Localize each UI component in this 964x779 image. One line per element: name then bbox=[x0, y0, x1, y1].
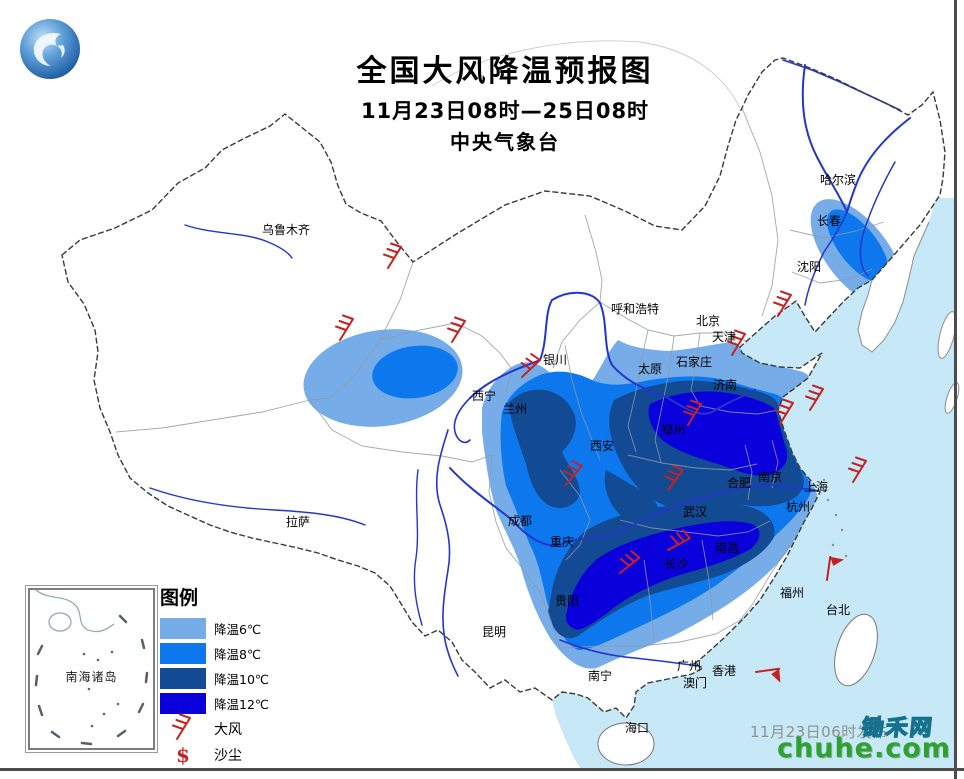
logo-dragon-swirl bbox=[33, 32, 61, 66]
city-label: 郑州 bbox=[660, 423, 686, 437]
map-frame-right bbox=[954, 0, 957, 779]
map-title: 全国大风降温预报图 bbox=[356, 54, 654, 89]
city-label: 武汉 bbox=[682, 505, 708, 519]
hainan-island bbox=[597, 722, 655, 766]
legend-gale-row: 大风 bbox=[160, 713, 269, 745]
legend-item: 降温12℃ bbox=[160, 691, 269, 716]
city-label: 天津 bbox=[711, 330, 737, 344]
cooling-zone-12c bbox=[565, 521, 760, 630]
city-label: 澳门 bbox=[682, 676, 708, 690]
legend-color-swatch bbox=[160, 618, 206, 639]
city-label: 杭州 bbox=[785, 500, 811, 514]
city-label: 福州 bbox=[779, 586, 805, 600]
province-borders bbox=[115, 40, 885, 649]
watermark-site: chuhe.com bbox=[777, 733, 951, 764]
city-label: 乌鲁木齐 bbox=[261, 223, 311, 237]
city-label: 呼和浩特 bbox=[610, 302, 660, 316]
legend-item-label: 降温8℃ bbox=[214, 647, 261, 662]
city-label: 贵阳 bbox=[554, 594, 580, 608]
legend-color-swatch bbox=[160, 668, 206, 689]
city-label: 南宁 bbox=[587, 669, 613, 683]
city-label: 香港 bbox=[711, 664, 737, 678]
cma-logo bbox=[20, 19, 80, 79]
legend-item-label: 降温6℃ bbox=[214, 622, 261, 637]
legend: 图例 降温6℃ 降温8℃ 降温10℃ 降温12℃ 大风 $ 沙尘 bbox=[160, 583, 269, 768]
city-label: 西宁 bbox=[471, 389, 497, 403]
city-label: 济南 bbox=[712, 378, 738, 392]
city-label: 重庆 bbox=[549, 535, 575, 549]
legend-gale-label: 大风 bbox=[214, 722, 242, 738]
south-china-sea-inset: 南海诸岛 bbox=[25, 585, 158, 753]
legend-item-label: 降温10℃ bbox=[214, 672, 269, 687]
city-label: 沈阳 bbox=[796, 260, 822, 274]
neighbor-coasts bbox=[597, 221, 960, 766]
agency-name: 中央气象台 bbox=[450, 130, 560, 154]
city-label: 太原 bbox=[637, 362, 663, 376]
legend-color-swatch bbox=[160, 643, 206, 664]
legend-item-label: 降温12℃ bbox=[214, 697, 269, 712]
city-label: 拉萨 bbox=[285, 515, 311, 529]
city-label: 长春 bbox=[816, 214, 842, 228]
legend-dust-label: 沙尘 bbox=[214, 748, 242, 764]
forecast-period: 11月23日08时—25日08时 bbox=[360, 99, 650, 123]
wind-barb-icon bbox=[160, 713, 206, 745]
inset-label: 南海诸岛 bbox=[65, 670, 118, 684]
city-label: 昆明 bbox=[481, 625, 507, 639]
publish-time: 11月23日06时发布 bbox=[750, 723, 888, 741]
legend-title: 图例 bbox=[160, 587, 199, 609]
city-label: 石家庄 bbox=[675, 355, 713, 369]
city-label: 南昌 bbox=[714, 541, 740, 555]
cooling-zone-12c bbox=[648, 391, 788, 476]
city-label: 北京 bbox=[695, 314, 721, 328]
city-label: 西安 bbox=[589, 439, 615, 453]
cooling-zone-10c bbox=[508, 389, 580, 508]
city-label: 哈尔滨 bbox=[819, 173, 857, 187]
legend-item: 降温6℃ bbox=[160, 616, 269, 641]
legend-color-swatch bbox=[160, 693, 206, 714]
city-label: 长沙 bbox=[663, 557, 689, 571]
logo-circle bbox=[20, 19, 80, 79]
city-label: 合肥 bbox=[726, 476, 752, 490]
yangtze-river bbox=[449, 467, 819, 547]
city-label: 海口 bbox=[624, 721, 650, 735]
dust-icon: $ bbox=[176, 743, 190, 767]
city-label: 台北 bbox=[825, 603, 851, 617]
inset-inner-border bbox=[28, 588, 155, 750]
city-label: 广州 bbox=[676, 659, 702, 673]
cooling-zone-8c bbox=[372, 345, 458, 399]
legend-rows: 降温6℃ 降温8℃ 降温10℃ 降温12℃ bbox=[160, 616, 269, 716]
china-border bbox=[61, 57, 946, 720]
city-label: 上海 bbox=[803, 480, 829, 494]
legend-item: 降温8℃ bbox=[160, 641, 269, 666]
city-label: 南京 bbox=[757, 470, 783, 484]
city-label: 成都 bbox=[507, 514, 533, 528]
taiwan-island bbox=[834, 613, 878, 687]
city-label: 银川 bbox=[542, 353, 568, 367]
city-label: 兰州 bbox=[502, 402, 528, 416]
inset-map bbox=[34, 589, 149, 746]
cooling-regions bbox=[303, 199, 904, 669]
cooling-zone-8c bbox=[827, 209, 889, 283]
legend-dust-row: $ 沙尘 bbox=[160, 742, 269, 768]
map-frame-bottom bbox=[0, 768, 964, 771]
legend-item: 降温10℃ bbox=[160, 666, 269, 691]
